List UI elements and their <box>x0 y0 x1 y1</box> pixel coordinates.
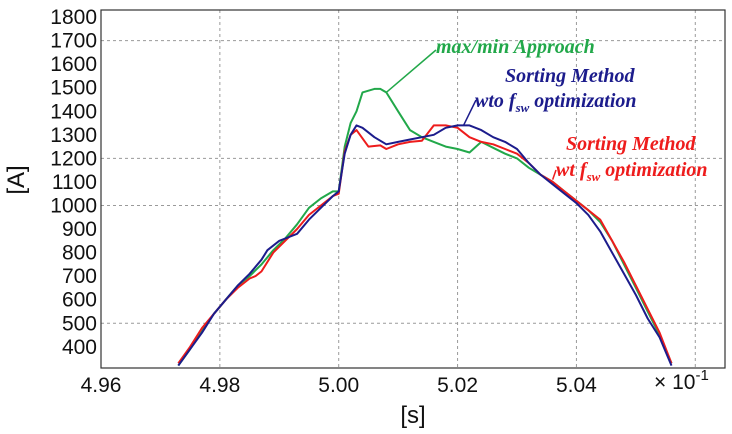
annotation-sorting-wto-suffix: optimization <box>529 90 636 112</box>
annotation-sorting-wt-suffix: optimization <box>600 159 707 181</box>
y-tick-label-900: 900 <box>62 218 97 241</box>
y-tick-label-600: 600 <box>62 289 97 312</box>
x-axis-title: [s] <box>400 402 425 429</box>
annotation-leader-green <box>385 49 437 94</box>
annotation-sorting-wto-line2: wto fsw optimization <box>475 90 637 115</box>
x-multiplier-exponent: -1 <box>695 367 708 384</box>
x-tick-label-2: 5.00 <box>318 374 359 397</box>
y-tick-label-700: 700 <box>62 265 97 288</box>
annotation-sorting-wto-prefix: wto f <box>475 90 518 112</box>
y-tick-label-1800: 1800 <box>50 6 97 29</box>
y-tick-labels: 4005006007008009001000110012001300140015… <box>50 6 97 359</box>
y-tick-label-1600: 1600 <box>50 53 97 76</box>
y-tick-label-1700: 1700 <box>50 30 97 53</box>
y-tick-label-1300: 1300 <box>50 124 97 147</box>
y-tick-label-1100: 1100 <box>52 171 97 194</box>
x-tick-label-3: 5.02 <box>437 374 478 397</box>
x-tick-label-1: 4.98 <box>199 374 240 397</box>
annotation-sorting-wto-line1: Sorting Method <box>505 65 635 87</box>
y-tick-label-1200: 1200 <box>50 147 97 170</box>
x-tick-labels: 4.96 4.98 5.00 5.02 5.04 <box>81 374 598 397</box>
x-multiplier-base: × 10 <box>654 371 695 394</box>
x-tick-label-4: 5.04 <box>556 374 597 397</box>
y-axis-title: [A] <box>3 165 30 194</box>
series-line-blue <box>177 124 673 367</box>
y-tick-label-500: 500 <box>62 312 97 335</box>
x-tick-label-0: 4.96 <box>81 374 122 397</box>
y-tick-label-800: 800 <box>62 242 97 265</box>
series-layer <box>177 87 673 367</box>
y-tick-label-1000: 1000 <box>50 194 97 217</box>
y-tick-label-400: 400 <box>62 336 97 359</box>
annotation-leader-blue <box>462 99 477 126</box>
y-tick-label-1500: 1500 <box>50 77 97 100</box>
annotation-sorting-wt-line1: Sorting Method <box>566 133 696 155</box>
annotation-sorting-wto-subscript: sw <box>515 100 530 115</box>
y-tick-label-1400: 1400 <box>50 100 97 123</box>
annotation-sorting-wt-subscript: sw <box>586 169 601 184</box>
annotation-leaders <box>385 49 557 180</box>
plot-frame <box>100 9 726 369</box>
x-axis-multiplier: × 10-1 <box>654 367 709 394</box>
annotation-sorting-wt-line2: wt fsw optimization <box>556 159 708 184</box>
series-line-red <box>177 124 673 364</box>
annotation-leader-red <box>551 169 557 180</box>
grid-lines <box>100 10 725 368</box>
annotation-sorting-wt-prefix: wt f <box>556 159 589 181</box>
annotation-max-min-approach: max/min Approach <box>436 36 595 58</box>
